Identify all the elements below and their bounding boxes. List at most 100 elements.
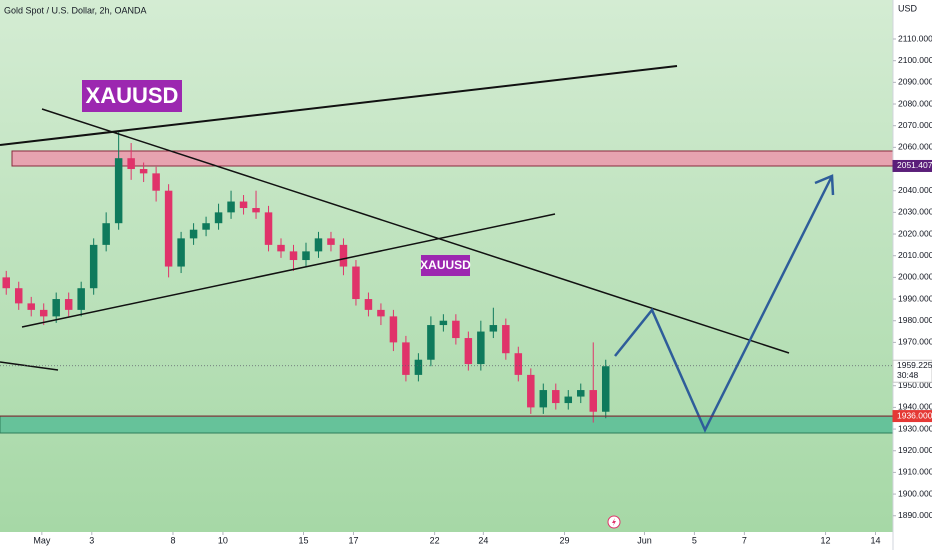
candle-body [177,238,185,267]
candle-body [214,212,223,224]
candle-body [577,390,585,397]
candle-body [414,359,423,375]
candle-body [52,299,60,317]
candle-body [439,320,448,326]
candle-body [77,288,85,310]
x-tick-label: 12 [821,535,831,545]
candle-body [289,251,298,261]
y-tick-label: 2110.000 [898,33,932,43]
candle-body [39,309,48,317]
x-tick-label: 10 [218,535,228,545]
price-label: 2051.407 [897,160,932,170]
candle-body [139,169,148,174]
y-tick-label: 1990.000 [898,293,932,303]
y-tick-label: 1930.000 [898,423,932,433]
candle-body [89,244,98,289]
price-label-box [892,359,932,383]
candle-body [127,158,135,170]
label-box [421,255,470,276]
candle-body [152,173,160,191]
symbol-label: XAUUSD [420,258,471,272]
candle-body [102,223,110,245]
candle-body [277,244,285,252]
candle-body [27,303,35,310]
replay-icon[interactable] [607,515,621,529]
price-label: 1959.225 [897,360,932,370]
drawings [0,65,835,433]
candle-body [352,266,360,300]
candle-body [464,338,473,365]
candle-body [402,342,410,375]
chart-title: Gold Spot / U.S. Dollar, 2h, OANDA [4,5,147,15]
y-tick-label: 1940.000 [898,402,932,412]
candle-body [427,325,435,360]
candle-body [302,251,310,261]
y-tick-label: 2080.000 [898,98,932,108]
candle-body [114,158,123,224]
price-label: 1936.000 [897,410,932,420]
y-tick-label: 2010.000 [898,250,932,260]
y-tick-label: 1890.000 [898,510,932,520]
resistance-zone [11,150,894,167]
y-tick-label: 1900.000 [898,488,932,498]
candle-body [527,374,535,408]
candle-body [489,325,498,332]
candle-body [589,390,597,412]
candle-body [502,325,510,354]
candle-body [202,223,210,230]
support-zone [0,415,894,434]
x-tick-label: 15 [298,535,308,545]
x-tick-label: 22 [430,535,440,545]
x-tick-label: 29 [560,535,570,545]
y-tick-label: 2040.000 [898,185,932,195]
candle-body [514,353,523,375]
label-box [82,80,182,112]
candle-body [264,212,273,245]
y-tick-label: 2100.000 [898,55,932,65]
y-tick-label: 2000.000 [898,272,932,282]
y-tick-label: 2060.000 [898,142,932,152]
candle-body [189,229,198,239]
countdown-label: 30:48 [897,370,919,380]
x-tick-label: 24 [478,535,488,545]
y-tick-label: 1970.000 [898,337,932,347]
candle-body [552,390,560,404]
x-tick-label: 17 [348,535,358,545]
candle-body [2,277,10,289]
y-tick-label: 1980.000 [898,315,932,325]
trend-line [41,108,790,354]
y-tick-label: 1950.000 [898,380,932,390]
price-axis [893,0,932,550]
candle-body [389,316,398,343]
candle-body [564,396,573,404]
x-tick-label: May [33,535,51,545]
x-tick-label: 5 [692,535,697,545]
y-tick-label: 2020.000 [898,228,932,238]
candle-body [452,320,460,339]
candle-body [364,299,373,310]
price-label-box [892,159,932,172]
y-tick-label: 2090.000 [898,77,932,87]
currency-label: USD [898,3,918,13]
candles [2,132,610,423]
x-tick-label: 14 [871,535,881,545]
trend-line [21,213,556,328]
x-tick-label: 7 [742,535,747,545]
symbol-label: XAUUSD [86,83,179,108]
trend-line [0,361,59,371]
candle-body [477,331,485,365]
candle-body [164,190,173,267]
candle-body [339,244,348,267]
candle-body [327,238,335,245]
y-tick-label: 2030.000 [898,207,932,217]
candle-body [377,309,385,317]
forecast-path [614,175,834,433]
price-label-box [892,410,932,423]
y-tick-label: 1910.000 [898,467,932,477]
y-tick-label: 1920.000 [898,445,932,455]
candle-body [64,299,73,310]
x-tick-label: 8 [170,535,175,545]
x-tick-label: 3 [89,535,94,545]
x-tick-label: Jun [637,535,652,545]
